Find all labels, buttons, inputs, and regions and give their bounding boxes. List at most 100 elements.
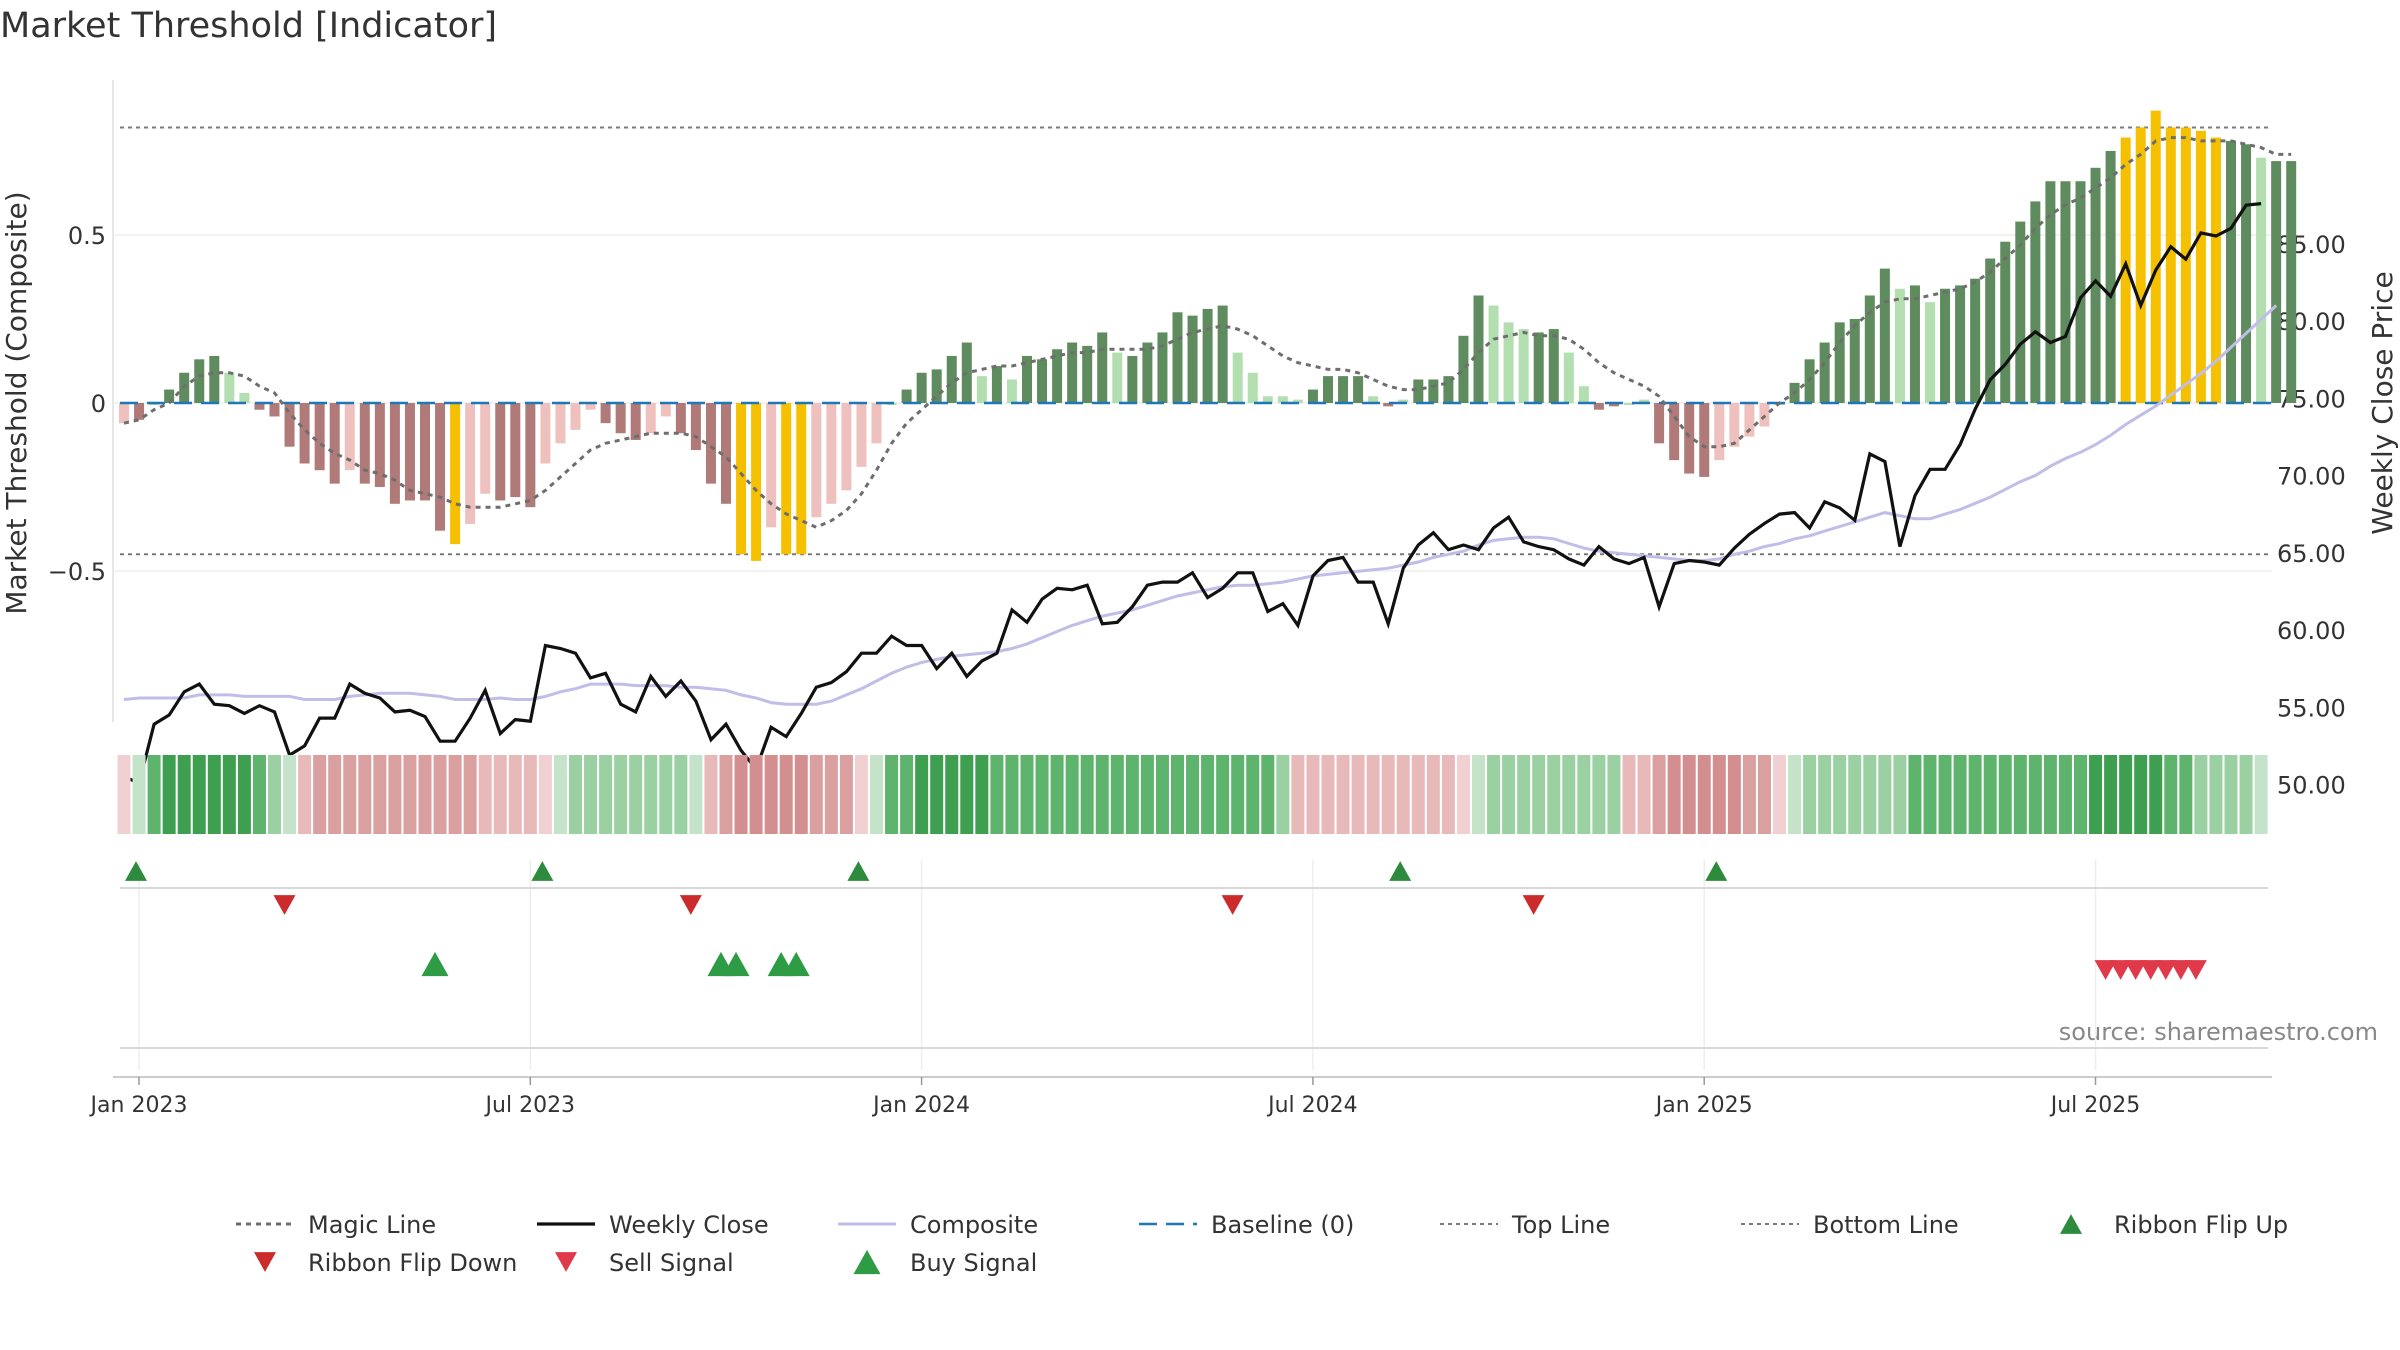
- composite-bar: [645, 403, 656, 434]
- composite-bar: [1067, 342, 1078, 403]
- composite-bar: [1338, 376, 1349, 403]
- ribbon-flip-down-marker: [679, 895, 702, 915]
- ribbon-cell: [794, 755, 808, 834]
- composite-bar: [766, 403, 777, 528]
- buy-signal-marker: [722, 951, 750, 977]
- composite-bar: [1292, 399, 1303, 403]
- legend-swatch-buy: [853, 1249, 881, 1275]
- ribbon-cell: [599, 755, 613, 834]
- ribbon-cell: [689, 755, 703, 834]
- source-label: source: sharemaestro.com: [2059, 1018, 2378, 1046]
- composite-bar: [1563, 352, 1574, 403]
- ribbon-cell: [584, 755, 598, 834]
- ribbon-cell: [659, 755, 673, 834]
- ribbon-cell: [313, 755, 327, 834]
- ribbon-cell: [448, 755, 462, 834]
- composite-bar: [976, 376, 987, 403]
- ribbon-cell: [854, 755, 868, 834]
- ribbon-cell: [237, 755, 251, 834]
- composite-bar: [1744, 403, 1755, 437]
- composite-bar: [2165, 127, 2176, 403]
- ribbon-cell: [1622, 755, 1636, 834]
- composite-bar: [2180, 127, 2191, 403]
- ribbon-cell: [1095, 755, 1109, 834]
- composite-bar: [224, 372, 235, 403]
- composite-bar: [1548, 329, 1559, 403]
- composite-bar: [1172, 312, 1183, 403]
- composite-bar: [2060, 181, 2071, 403]
- composite-bar: [1262, 396, 1273, 403]
- composite-bar: [164, 389, 175, 403]
- ribbon-cell: [1712, 755, 1726, 834]
- composite-bar: [1022, 355, 1032, 403]
- composite-bar: [1353, 376, 1364, 403]
- composite-bar: [796, 403, 807, 555]
- sell-signal-marker: [2094, 960, 2117, 980]
- ribbon-cell: [523, 755, 537, 834]
- ribbon-cell: [1652, 755, 1666, 834]
- composite-bar: [254, 403, 265, 410]
- composite-bar: [1217, 305, 1228, 403]
- composite-bar: [811, 403, 822, 518]
- ribbon-cell: [1848, 755, 1862, 834]
- composite-bar: [555, 403, 566, 444]
- ribbon-cell: [493, 755, 507, 834]
- ribbon-cell: [418, 755, 432, 834]
- legend-swatch-sell: [555, 1252, 577, 1272]
- ribbon-cell: [1306, 755, 1320, 834]
- ribbon-cell: [1140, 755, 1154, 834]
- ribbon-cell: [915, 755, 929, 834]
- composite-bar: [901, 389, 912, 403]
- ribbon-cell: [749, 755, 763, 834]
- ribbon-cell: [1547, 755, 1561, 834]
- sell-signal-marker: [2154, 960, 2177, 980]
- ribbon-cell: [1757, 755, 1771, 834]
- composite-bar: [736, 403, 747, 555]
- composite-bar: [931, 369, 942, 403]
- legend-label: Bottom Line: [1813, 1211, 1959, 1239]
- ribbon-cell: [1803, 755, 1817, 834]
- composite-bar: [570, 403, 581, 430]
- composite-bar: [465, 403, 476, 524]
- ribbon-flip-up-marker: [1389, 861, 1412, 881]
- composite-bar: [314, 403, 325, 471]
- composite-bar: [2271, 161, 2282, 403]
- ribbon-cell: [1201, 755, 1215, 834]
- ribbon-cell: [252, 755, 266, 834]
- ribbon-cell: [1186, 755, 1200, 834]
- ribbon-cell: [373, 755, 387, 834]
- ribbon-flip-down-marker: [273, 895, 296, 915]
- composite-bar: [374, 403, 385, 487]
- composite-bar: [690, 403, 701, 451]
- ribbon-cell: [1938, 755, 1952, 834]
- composite-bar: [871, 403, 882, 444]
- composite-bar: [2226, 140, 2236, 404]
- left-tick-label: 0.5: [68, 222, 106, 250]
- ribbon-cell: [298, 755, 312, 834]
- composite-bar: [2286, 161, 2297, 403]
- ribbon-cell: [1667, 755, 1681, 834]
- legend-label: Top Line: [1511, 1211, 1610, 1239]
- ribbon-cell: [1171, 755, 1184, 834]
- ribbon-cell: [779, 755, 793, 834]
- composite-bar: [1142, 342, 1153, 403]
- ribbon-cell: [1246, 755, 1260, 834]
- ribbon-cell: [1110, 755, 1124, 834]
- signal-panel: [113, 860, 2272, 1078]
- x-tick-label: Jul 2025: [2049, 1093, 2141, 1118]
- composite-bar: [1187, 315, 1198, 403]
- composite-bar: [284, 403, 295, 447]
- legend-label: Ribbon Flip Up: [2114, 1211, 2288, 1239]
- ribbon-cell: [629, 755, 643, 834]
- composite-bar: [721, 403, 731, 504]
- composite-bar: [1729, 403, 1740, 447]
- composite-bar: [1006, 379, 1017, 403]
- ribbon-flip-down-marker: [1522, 895, 1545, 915]
- weekly-close-line: [123, 202, 2262, 786]
- ribbon-cell: [1125, 755, 1139, 834]
- composite-bar: [1473, 295, 1484, 403]
- ribbon-cell: [1607, 755, 1621, 834]
- ribbon-cell: [839, 755, 853, 834]
- composite-bar: [2256, 157, 2267, 403]
- right-axis-label: Weekly Close Price: [2366, 271, 2399, 534]
